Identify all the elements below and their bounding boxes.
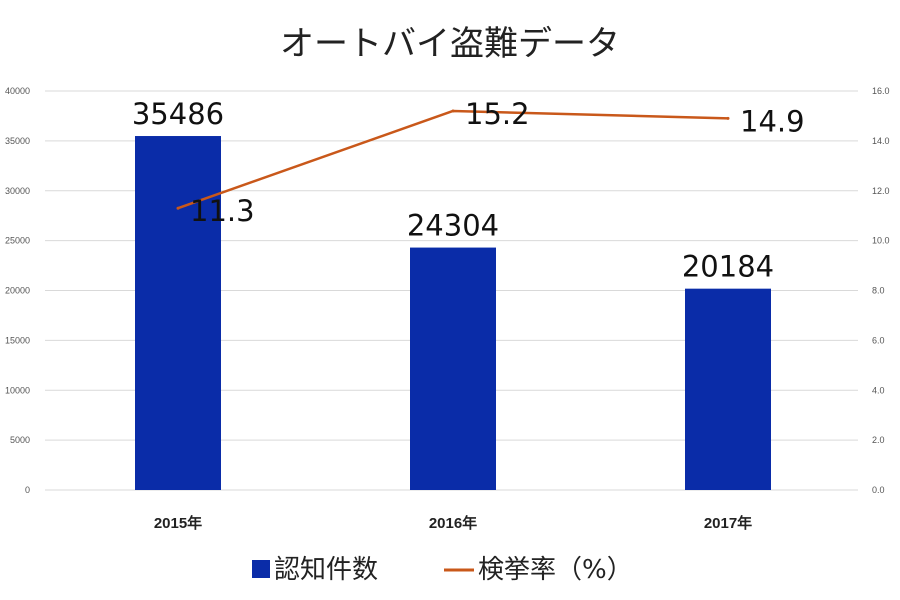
right-tick-label: 0.0 <box>872 485 885 495</box>
line-point <box>726 116 730 120</box>
bar-value-label: 24304 <box>407 209 499 243</box>
right-tick-label: 4.0 <box>872 385 885 395</box>
category-labels: 2015年 2016年 2017年 <box>154 514 752 532</box>
bar <box>685 288 771 490</box>
bar-value-label: 35486 <box>132 97 224 131</box>
right-tick-label: 6.0 <box>872 335 885 345</box>
left-tick-label: 20000 <box>5 286 30 296</box>
left-tick-label: 30000 <box>5 186 30 196</box>
line-value-label: 15.2 <box>465 97 530 131</box>
left-tick-label: 0 <box>25 485 30 495</box>
legend-swatch-bar <box>252 560 270 578</box>
right-tick-label: 12.0 <box>872 186 890 196</box>
line-point <box>176 206 180 210</box>
left-tick-label: 10000 <box>5 385 30 395</box>
line-point <box>451 109 455 113</box>
left-tick-label: 5000 <box>10 435 30 445</box>
bar <box>410 247 496 490</box>
legend: 認知件数 検挙率（%） <box>252 555 633 585</box>
category-label: 2015年 <box>154 514 202 532</box>
legend-label-line: 検挙率（%） <box>478 555 633 585</box>
category-label: 2017年 <box>704 514 752 532</box>
bar <box>135 136 221 490</box>
line-series-path <box>177 109 729 210</box>
right-tick-label: 10.0 <box>872 236 890 246</box>
right-tick-label: 2.0 <box>872 435 885 445</box>
left-tick-label: 35000 <box>5 136 30 146</box>
right-tick-label: 8.0 <box>872 286 885 296</box>
left-axis: 0 5000 10000 15000 20000 25000 30000 35000 40000 <box>5 86 30 495</box>
left-tick-label: 40000 <box>5 86 30 96</box>
chart-title: オートバイ盗難データ <box>280 24 620 64</box>
line-value-label: 14.9 <box>740 104 805 138</box>
left-tick-label: 25000 <box>5 236 30 246</box>
line-series <box>176 109 730 210</box>
right-axis: 0.0 2.0 4.0 6.0 8.0 10.0 12.0 14.0 16.0 <box>872 86 890 495</box>
right-tick-label: 14.0 <box>872 136 890 146</box>
data-labels: 35486 24304 20184 11.3 15.2 14.9 <box>132 97 805 284</box>
bar-value-label: 20184 <box>682 250 774 284</box>
legend-label-bar: 認知件数 <box>274 555 378 585</box>
category-label: 2016年 <box>429 514 477 532</box>
right-tick-label: 16.0 <box>872 86 890 96</box>
left-tick-label: 15000 <box>5 335 30 345</box>
bar-series <box>135 136 771 490</box>
line-value-label: 11.3 <box>190 194 255 228</box>
